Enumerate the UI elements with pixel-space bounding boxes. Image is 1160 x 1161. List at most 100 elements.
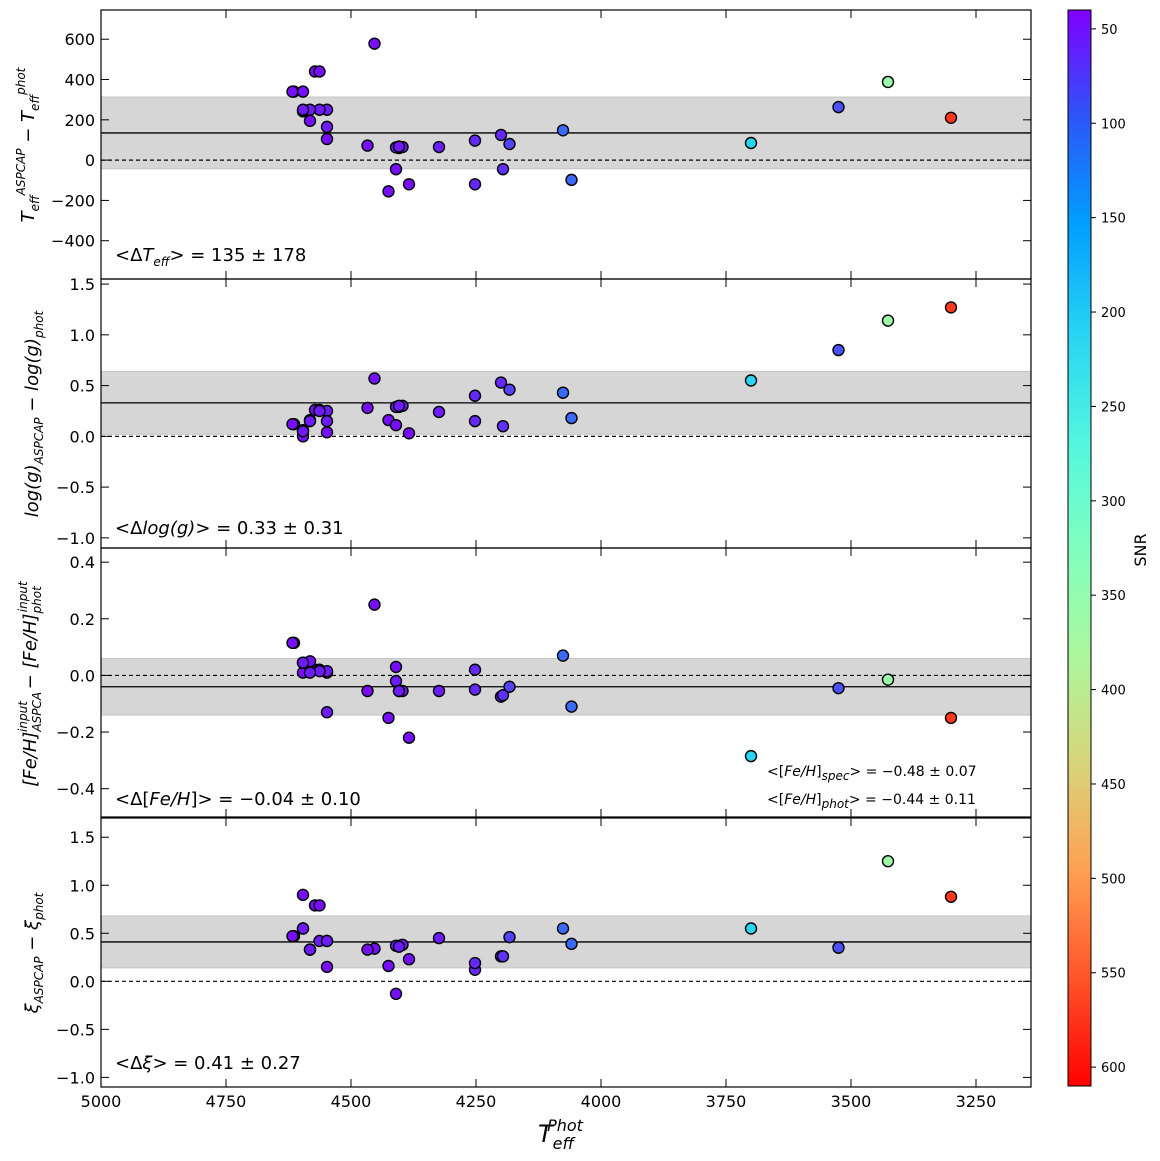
x-axis-label: TeffPhot	[538, 1116, 584, 1153]
xi-point	[503, 930, 516, 944]
xi-point	[296, 888, 310, 902]
logg-point	[503, 383, 516, 396]
feh-ytick-label: 0.0	[70, 666, 95, 685]
x-tick-label: 5000	[81, 1092, 122, 1111]
feh-point	[744, 749, 758, 763]
teff-point	[286, 85, 299, 98]
logg-ytick-label: −0.5	[56, 478, 95, 497]
logg-point	[296, 425, 310, 438]
xi-panel: 1.5 1.0 0.5 0.0 −0.5 −1.0	[56, 817, 1032, 1088]
colorbar-tick-label: 100	[1101, 117, 1126, 132]
colorbar-tick-label: 500	[1101, 872, 1126, 887]
xi-point	[468, 956, 482, 970]
feh-ylabel: [Fe/H]ASPCAinput − [Fe/H]photinput	[16, 580, 44, 787]
logg-point	[368, 372, 381, 385]
logg-point	[392, 399, 406, 413]
teff-point	[313, 65, 326, 78]
colorbar-tick-label: 200	[1101, 306, 1126, 321]
logg-ytick-label: −1.0	[56, 529, 95, 548]
colorbar-tick-label: 250	[1101, 400, 1126, 415]
colorbar-ticks: 50 100 150 200 250 300 350 400 450 500 550 600	[1091, 23, 1126, 1076]
teff-panel: 600 400 200 0 −200 −400	[51, 9, 1032, 280]
teff-ytick-label: 200	[64, 111, 95, 130]
feh-ytick-label: 0.2	[70, 610, 95, 629]
colorbar	[1067, 9, 1092, 1087]
colorbar-tick-label: 450	[1101, 778, 1126, 793]
colorbar-tick-label: 300	[1101, 495, 1126, 510]
teff-point	[296, 103, 310, 116]
xi-ytick-label: −0.5	[56, 1020, 95, 1039]
x-tick-label: 3500	[831, 1092, 872, 1111]
feh-point	[432, 684, 446, 698]
teff-point	[402, 178, 416, 191]
teff-point	[392, 140, 406, 153]
teff-point	[389, 162, 403, 176]
feh-point	[392, 684, 406, 698]
feh-ytick-label: −0.2	[56, 723, 95, 742]
teff-ytick-label: 600	[64, 30, 95, 49]
xi-point	[296, 922, 310, 935]
feh-point	[389, 660, 403, 674]
teff-ylabel: TeffASPCAP − Teffphot	[14, 66, 42, 222]
feh-point	[944, 711, 958, 725]
xi-point	[382, 959, 395, 973]
logg-point	[389, 418, 403, 432]
xi-point	[389, 987, 403, 1001]
logg-point	[402, 427, 416, 440]
feh-point	[320, 706, 334, 719]
teff-point	[382, 185, 395, 198]
logg-point	[744, 374, 758, 387]
feh-point	[556, 649, 570, 662]
xi-annotation: <Δξ> = 0.41 ± 0.27	[115, 1053, 301, 1074]
logg-point	[468, 414, 482, 428]
x-tick-label: 4500	[331, 1092, 372, 1111]
logg-ytick-label: 0.5	[70, 377, 95, 396]
feh-ytick-label: −0.4	[56, 780, 95, 799]
logg-ylabel: log(g)ASPCAP − log(g)phot	[22, 309, 46, 517]
feh-point	[296, 656, 310, 669]
feh-point	[286, 636, 299, 650]
xi-point	[496, 950, 510, 963]
xi-ytick-label: 1.5	[70, 828, 95, 847]
teff-point	[832, 100, 845, 114]
teff-point	[468, 134, 482, 147]
teff-point	[565, 173, 578, 187]
feh-point	[832, 681, 845, 695]
logg-point	[556, 386, 570, 399]
feh-point	[881, 673, 895, 686]
feh-point	[368, 598, 381, 611]
xi-point	[320, 934, 334, 948]
feh-point	[382, 711, 395, 725]
xi-point	[320, 960, 334, 974]
colorbar-tick-label: 150	[1101, 212, 1126, 227]
teff-ytick-label: 0	[85, 151, 95, 170]
logg-point	[320, 414, 334, 428]
logg-point	[320, 426, 334, 439]
teff-point	[944, 111, 958, 125]
teff-point	[503, 137, 516, 151]
teff-annotation: <ΔTeff> = 135 ± 178	[115, 245, 306, 269]
teff-ytick-label: 400	[64, 71, 95, 90]
teff-point	[744, 136, 758, 150]
logg-point	[565, 411, 578, 425]
teff-point	[361, 139, 374, 152]
x-tick-label: 3750	[706, 1092, 747, 1111]
panels-layer: 6004002000−200−4001.51.00.50.0−0.5−1.00.…	[51, 9, 1032, 1111]
xi-point	[392, 940, 406, 953]
feh-spec-annotation: <[Fe/H]spec> = −0.48 ± 0.07	[767, 764, 977, 783]
logg-ytick-label: 1.0	[70, 326, 95, 345]
x-tick-label: 4750	[206, 1092, 247, 1111]
x-tick-label: 4250	[456, 1092, 497, 1111]
feh-point	[468, 663, 482, 676]
feh-point	[468, 683, 482, 696]
teff-point	[881, 75, 895, 89]
xi-point	[313, 899, 326, 912]
xi-ytick-label: 1.0	[70, 876, 95, 895]
xi-point	[303, 943, 317, 956]
logg-panel: 1.5 1.0 0.5 0.0 −0.5 −1.0	[56, 275, 1032, 549]
teff-point	[494, 128, 508, 142]
logg-point	[432, 405, 446, 419]
logg-point	[944, 301, 958, 314]
xi-point	[944, 890, 958, 903]
